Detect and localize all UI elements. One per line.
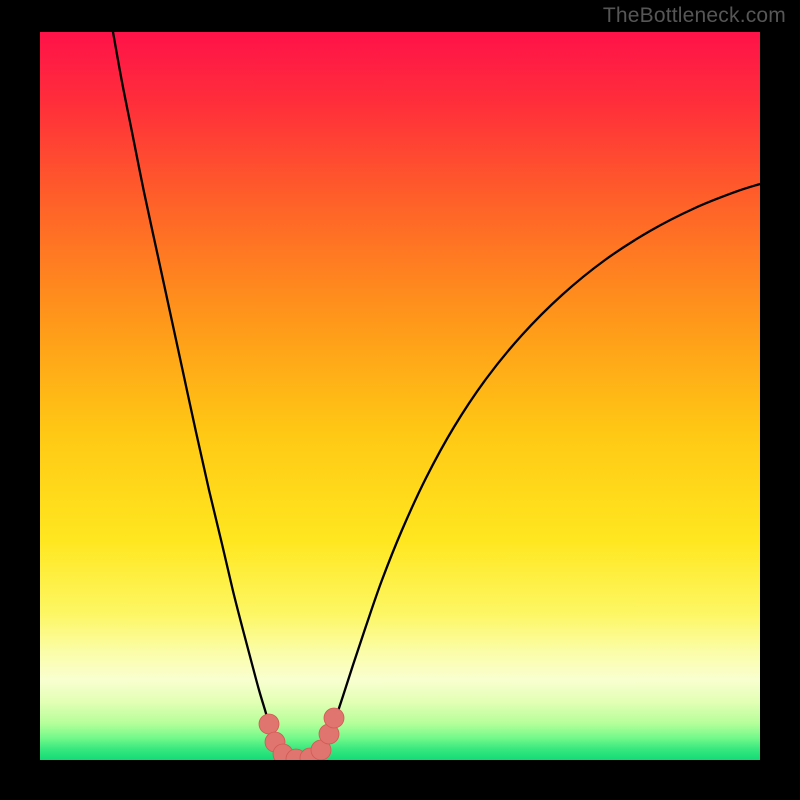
v-curve-left-branch	[113, 32, 274, 738]
watermark-text: TheBottleneck.com	[603, 4, 786, 28]
plot-area	[40, 32, 760, 760]
valley-marker	[324, 708, 344, 728]
v-curve-right-branch	[329, 184, 760, 736]
v-curve-and-markers	[40, 32, 760, 760]
valley-marker	[259, 714, 279, 734]
valley-markers	[259, 708, 344, 760]
chart-frame: TheBottleneck.com	[0, 0, 800, 800]
